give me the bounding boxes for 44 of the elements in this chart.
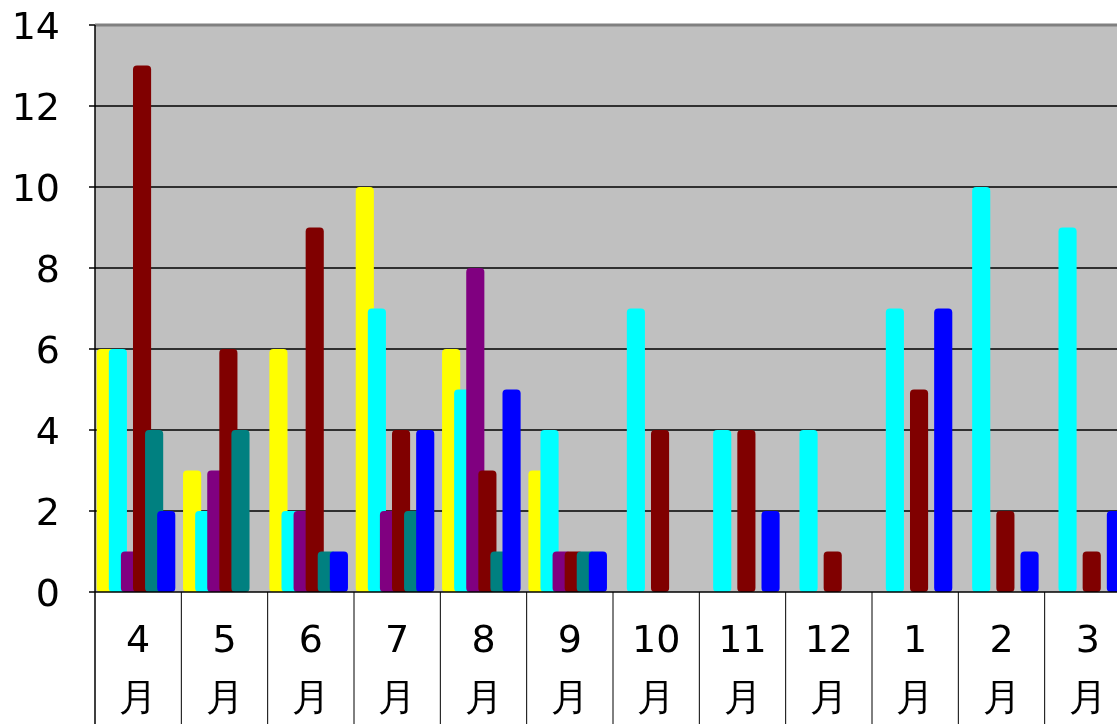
bar <box>909 389 929 592</box>
x-tick-label: 7月 <box>378 617 417 719</box>
bar <box>761 511 780 592</box>
x-tick-label: 3月 <box>1068 617 1107 719</box>
bar <box>799 430 818 592</box>
x-tick-label: 2月 <box>982 617 1021 719</box>
x-tick-label: 4月 <box>119 617 158 719</box>
bar <box>713 430 732 592</box>
y-tick-label: 8 <box>35 247 60 291</box>
bar <box>972 187 991 592</box>
bar <box>157 511 176 592</box>
bar <box>540 430 559 592</box>
x-tick-label: 12月 <box>804 617 854 719</box>
bar <box>934 308 953 592</box>
x-tick-label: 5月 <box>205 617 244 719</box>
x-tick-label: 9月 <box>550 617 589 719</box>
bar <box>329 551 348 592</box>
x-tick-label: 8月 <box>464 617 503 719</box>
bar <box>502 389 521 592</box>
y-tick-label: 2 <box>35 490 60 534</box>
bar <box>416 430 435 592</box>
bar <box>737 430 756 592</box>
bar <box>1020 551 1039 592</box>
bar <box>305 227 324 592</box>
bar <box>588 551 607 592</box>
bar <box>1082 551 1101 592</box>
bar <box>650 430 670 592</box>
bar <box>885 308 904 592</box>
y-tick-label: 4 <box>35 409 60 453</box>
y-tick-label: 0 <box>35 571 60 615</box>
y-tick-label: 14 <box>11 4 60 48</box>
bar <box>996 511 1015 592</box>
bar <box>823 551 842 592</box>
x-tick-label: 6月 <box>291 617 330 719</box>
y-tick-label: 6 <box>35 328 60 372</box>
x-tick-label: 10月 <box>631 617 681 719</box>
bar <box>626 308 645 592</box>
bar <box>231 430 250 592</box>
bar <box>108 349 127 592</box>
y-tick-label: 10 <box>11 166 60 210</box>
x-tick-label: 11月 <box>718 617 767 719</box>
bar <box>1058 227 1077 592</box>
x-tick-label: 1月 <box>896 617 935 719</box>
y-tick-label: 12 <box>11 85 60 129</box>
